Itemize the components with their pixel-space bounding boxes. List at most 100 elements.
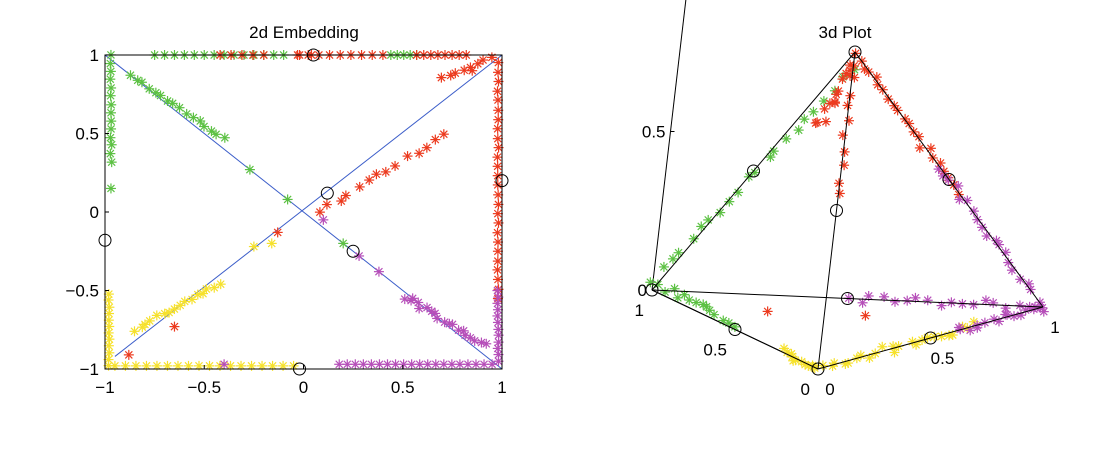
point-red	[492, 256, 503, 267]
x-tick-label-3d: 0.5	[703, 341, 727, 360]
point-green	[105, 66, 116, 77]
z-tick-label-3d: 0.5	[642, 123, 666, 142]
point-red	[478, 55, 489, 66]
z-tick-label-3d: 0	[638, 281, 647, 300]
point-green	[174, 102, 185, 113]
point-green	[198, 121, 209, 132]
chart-2d-embedding: 2d Embedding −1 −0.5 0 0.5 1 1 0.5 0 −0.5 −1	[65, 23, 509, 397]
point-green	[106, 99, 117, 110]
x-tick-label-2d: 1	[497, 378, 506, 397]
point-red	[492, 274, 503, 285]
point-green	[106, 116, 117, 127]
point-red	[493, 142, 504, 153]
point-yellow	[169, 304, 180, 315]
centroid-circle-3d	[848, 45, 862, 59]
point-green	[188, 112, 199, 123]
point-red	[450, 68, 461, 79]
point-red	[445, 70, 456, 81]
point-3d-red	[849, 60, 860, 71]
point-red	[390, 160, 401, 171]
point-3d-red	[842, 100, 853, 111]
point-yellow	[187, 294, 198, 305]
point-red	[364, 175, 375, 186]
point-magenta	[458, 325, 469, 336]
point-3d-red	[860, 310, 871, 321]
point-red	[438, 129, 449, 140]
point-3d-magenta	[910, 292, 921, 303]
point-red	[336, 196, 347, 207]
x-ticks-2d: −1 −0.5 0 0.5 1	[95, 365, 507, 397]
point-yellow	[201, 283, 212, 294]
point-yellow	[103, 327, 114, 338]
point-yellow	[175, 300, 186, 311]
point-red	[486, 52, 497, 63]
point-green	[105, 74, 116, 85]
point-magenta	[447, 319, 458, 330]
point-green	[105, 148, 116, 159]
point-yellow	[104, 347, 115, 358]
centroid-circle-3d	[830, 204, 843, 217]
point-magenta	[407, 293, 418, 304]
point-3d-green	[781, 133, 792, 144]
point-green	[244, 164, 255, 175]
point-red	[492, 161, 503, 172]
point-3d-green	[709, 309, 720, 320]
point-magenta	[432, 313, 443, 324]
point-3d-magenta	[922, 295, 933, 306]
y-tick-label-3d: 1	[1050, 318, 1059, 337]
point-red	[493, 76, 504, 87]
point-3d-red	[841, 68, 852, 79]
point-3d-magenta	[857, 297, 868, 308]
point-red	[314, 207, 325, 218]
point-yellow	[129, 326, 140, 337]
point-magenta	[318, 214, 329, 225]
point-3d-magenta	[889, 296, 900, 307]
point-yellow	[104, 334, 115, 345]
point-green	[105, 183, 116, 194]
point-3d-green	[684, 295, 695, 306]
x-tick-label-2d: −1	[95, 378, 114, 397]
chart-title-3d: 3d Plot	[819, 23, 872, 42]
point-3d-red	[849, 72, 860, 83]
point-3d-red	[925, 143, 936, 154]
point-3d-green	[765, 152, 776, 163]
point-3d-green	[691, 297, 702, 308]
point-yellow	[130, 360, 141, 371]
point-3d-red	[837, 74, 848, 85]
point-red	[169, 321, 180, 332]
point-3d-yellow	[843, 358, 854, 369]
point-3d-red	[810, 118, 821, 129]
point-3d-magenta	[1023, 278, 1034, 289]
y-tick-label-2d: 0	[90, 203, 99, 222]
point-3d-green	[669, 283, 680, 294]
x-tick-label-3d: 0	[801, 380, 810, 399]
point-red	[467, 65, 478, 76]
edge-3d-5	[817, 306, 1044, 370]
point-green	[181, 108, 192, 119]
point-3d-green	[667, 253, 678, 264]
point-red	[402, 151, 413, 162]
point-green	[106, 123, 117, 134]
point-3d-magenta	[977, 222, 988, 233]
point-yellow	[246, 360, 257, 371]
point-red	[492, 264, 503, 275]
point-3d-red	[831, 89, 842, 100]
x-tick-label-2d: 0	[299, 378, 308, 397]
centroid-circle-3d	[645, 283, 659, 297]
point-green	[106, 139, 117, 150]
chart-title-2d: 2d Embedding	[249, 23, 359, 42]
axes-3d	[651, 0, 819, 370]
point-red	[492, 123, 503, 134]
point-magenta	[219, 359, 230, 370]
plot-area-3d	[645, 45, 1049, 376]
edge-3d-1	[854, 51, 1044, 308]
point-red	[414, 148, 425, 159]
edge-3d-2	[817, 51, 856, 370]
point-magenta	[414, 303, 425, 314]
point-green	[155, 90, 166, 101]
point-3d-magenta	[968, 206, 979, 217]
point-3d-green	[715, 207, 726, 218]
point-yellow	[215, 279, 226, 290]
